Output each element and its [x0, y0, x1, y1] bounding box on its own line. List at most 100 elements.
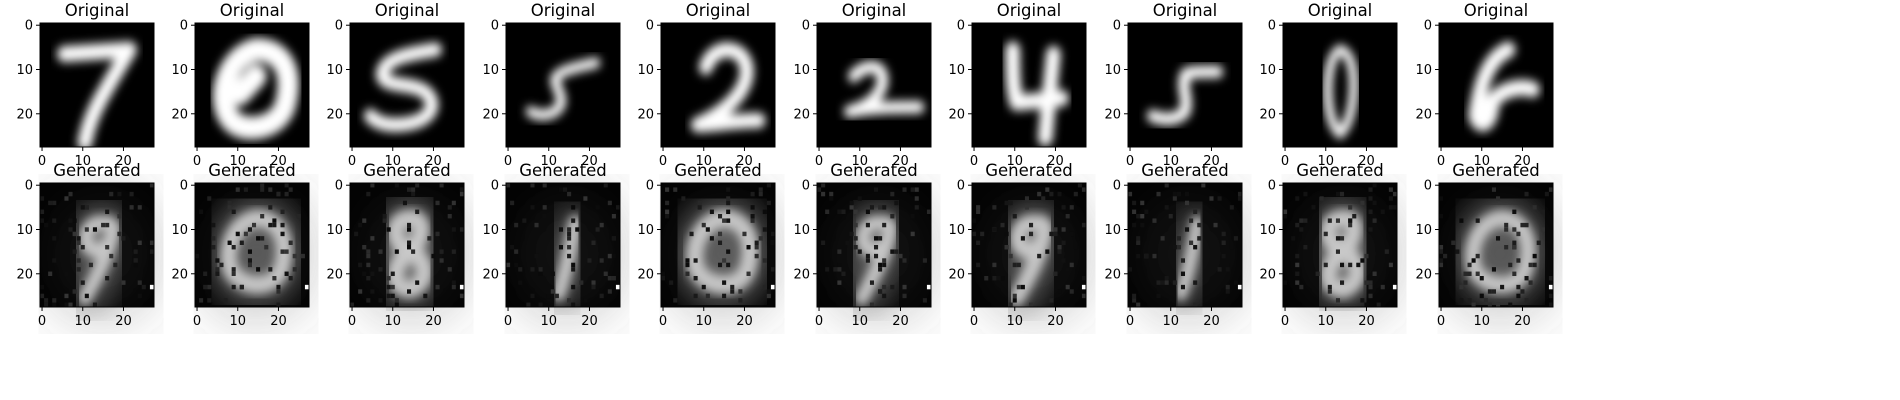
- noise-pixel: [431, 253, 436, 259]
- noise-pixel: [1160, 280, 1165, 285]
- y-tick-label: 0: [180, 19, 188, 34]
- noise-pixel: [738, 289, 743, 294]
- artifact-pixel: [149, 284, 154, 290]
- noise-pixel: [1364, 302, 1369, 307]
- noise-pixel: [829, 191, 834, 197]
- noise-pixel: [76, 236, 81, 241]
- noise-pixel: [1459, 284, 1464, 290]
- y-tick-label: 0: [1113, 19, 1121, 34]
- noise-pixel: [890, 191, 895, 197]
- noise-pixel: [1364, 253, 1369, 259]
- noise-pixel: [1061, 240, 1066, 245]
- noise-pixel: [567, 253, 572, 259]
- noise-pixel: [829, 196, 834, 201]
- noise-pixel: [362, 245, 367, 250]
- digit-stroke-group: [843, 61, 925, 118]
- digit-stroke-group: [1468, 41, 1540, 132]
- generated-panel-10: Generated 0 10 20 0 10 20: [1415, 161, 1554, 329]
- noise-pixel: [1221, 231, 1226, 237]
- noise-pixel: [407, 227, 412, 232]
- axes-frame: [505, 22, 621, 148]
- noise-pixel: [459, 227, 464, 232]
- noise-pixel: [1348, 205, 1353, 210]
- x-tick-label: 10: [74, 154, 91, 169]
- axes-frame: [816, 182, 932, 308]
- noise-pixel: [726, 187, 731, 192]
- x-tick-label: 10: [229, 154, 246, 169]
- noise-pixel: [558, 245, 563, 250]
- noise-pixel: [1057, 245, 1062, 250]
- noise-pixel: [1360, 258, 1365, 263]
- generated-panel-4: Generated 0 10 20 0 10 20: [482, 161, 621, 329]
- noise-pixel: [247, 227, 252, 232]
- x-tick-label: 0: [1126, 314, 1134, 329]
- x-tick-label: 0: [504, 314, 512, 329]
- x-tick-label: 10: [1006, 154, 1023, 169]
- digit-stroke-6: [1468, 41, 1540, 132]
- noise-pixel: [1487, 289, 1492, 294]
- y-tick-label: 0: [491, 19, 499, 34]
- noise-pixel: [878, 205, 883, 210]
- noise-pixel: [133, 262, 138, 268]
- noise-pixel: [1388, 187, 1393, 192]
- noise-pixel: [1295, 280, 1300, 285]
- axes-frame: [349, 182, 465, 308]
- noise-pixel: [510, 200, 515, 206]
- digit-stroke-group: [40, 183, 154, 313]
- noise-pixel: [52, 298, 57, 303]
- noise-pixel: [1348, 222, 1353, 228]
- noise-pixel: [68, 302, 73, 307]
- y-tick-label: 20: [482, 267, 499, 282]
- noise-pixel: [1020, 284, 1025, 290]
- noise-pixel: [199, 209, 204, 214]
- noise-pixel: [910, 214, 915, 219]
- noise-pixel: [972, 218, 977, 223]
- noise-pixel: [1295, 222, 1300, 228]
- noise-pixel: [1132, 293, 1137, 299]
- noise-pixel: [1156, 293, 1161, 299]
- noise-pixel: [1012, 293, 1017, 299]
- noise-pixel: [260, 214, 265, 219]
- original-panel-3: Original 0 10 20 0 10 20: [326, 1, 465, 169]
- noise-pixel: [1471, 302, 1476, 307]
- noise-pixel: [68, 227, 73, 232]
- noise-pixel: [506, 262, 511, 268]
- noise-pixel: [1152, 218, 1157, 223]
- noise-pixel: [534, 222, 539, 228]
- noise-pixel: [914, 187, 919, 192]
- noise-pixel: [766, 293, 771, 299]
- noise-pixel: [1360, 298, 1365, 303]
- noise-pixel: [52, 218, 57, 223]
- noise-pixel: [84, 293, 89, 299]
- original-panel-1: Original 0 10 20 0 10 20: [16, 1, 155, 169]
- noise-pixel: [1283, 280, 1288, 285]
- noise-pixel: [1189, 218, 1194, 223]
- noise-pixel: [730, 284, 735, 290]
- noise-pixel: [1140, 200, 1145, 206]
- noise-pixel: [394, 302, 399, 307]
- noise-pixel: [1136, 302, 1141, 307]
- noise-pixel: [1164, 280, 1169, 285]
- noise-pixel: [137, 205, 142, 210]
- noise-pixel: [821, 191, 826, 197]
- noise-pixel: [1548, 302, 1553, 307]
- noise-pixel: [1528, 262, 1533, 268]
- y-tick-label: 0: [25, 19, 33, 34]
- noise-pixel: [1303, 218, 1308, 223]
- noise-pixel: [1136, 253, 1141, 259]
- noise-pixel: [1081, 293, 1086, 299]
- noise-pixel: [76, 258, 81, 263]
- noise-pixel: [207, 284, 212, 290]
- noise-pixel: [722, 280, 727, 285]
- noise-pixel: [243, 187, 248, 192]
- x-tick-label: 0: [659, 314, 667, 329]
- noise-pixel: [976, 240, 981, 245]
- noise-pixel: [1073, 245, 1078, 250]
- noise-pixel: [817, 187, 822, 192]
- noise-pixel: [1081, 276, 1086, 281]
- noise-pixel: [754, 240, 759, 245]
- y-tick-label: 0: [1424, 19, 1432, 34]
- noise-pixel: [567, 245, 572, 250]
- noise-pixel: [746, 245, 751, 250]
- noise-pixel: [845, 240, 850, 245]
